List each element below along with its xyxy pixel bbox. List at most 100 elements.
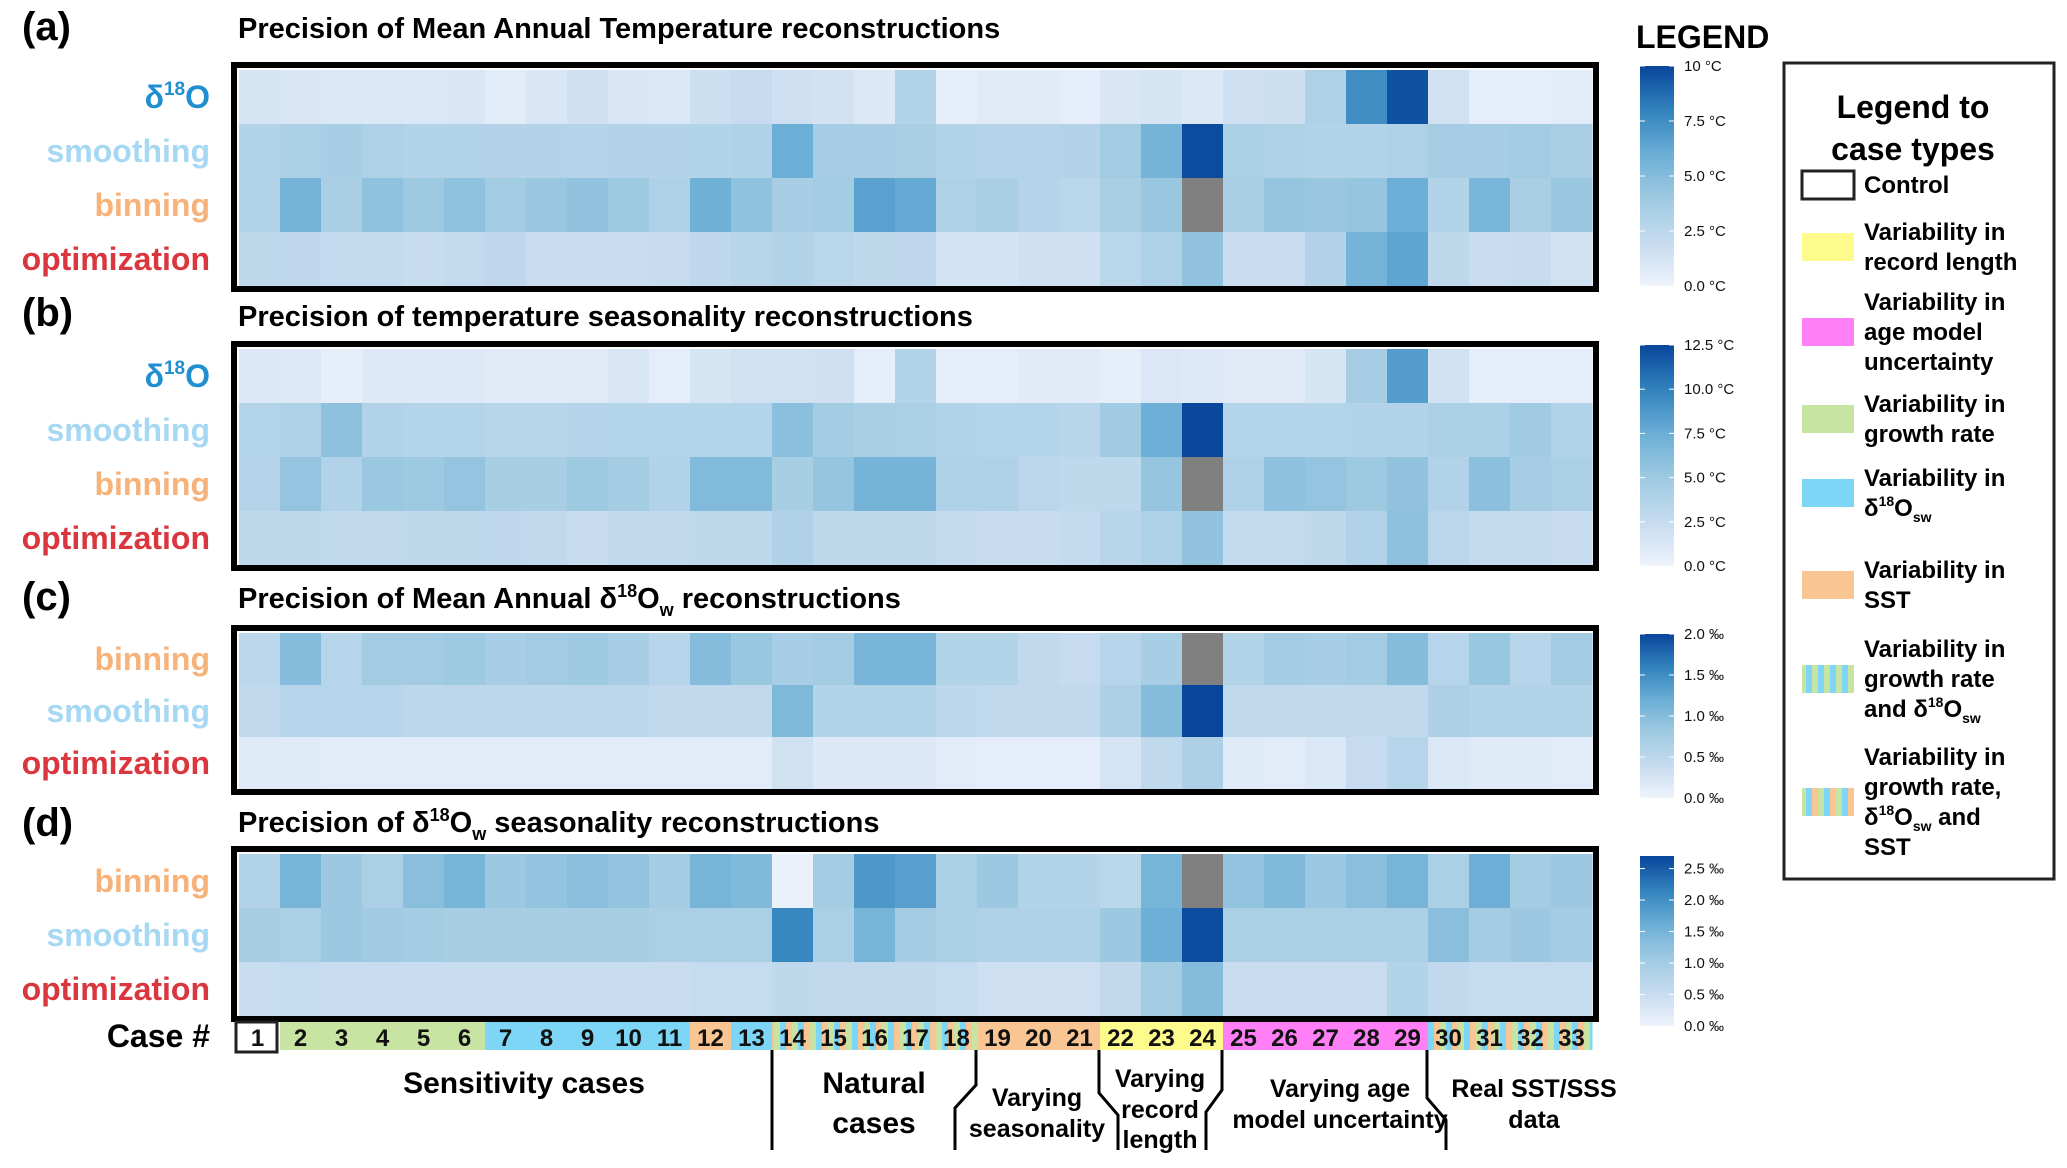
heatmap-cell bbox=[567, 737, 609, 790]
group-divider bbox=[1204, 1050, 1224, 1150]
heatmap-cell bbox=[1346, 403, 1388, 458]
case-cell: 33 bbox=[1551, 1022, 1593, 1052]
heatmap-cell bbox=[1428, 908, 1470, 963]
panel-title: Precision of temperature seasonality rec… bbox=[238, 301, 973, 333]
heatmap-cell bbox=[690, 232, 732, 287]
heatmap-cell bbox=[1428, 70, 1470, 125]
case-cell: 21 bbox=[1059, 1022, 1101, 1052]
heatmap-cell bbox=[403, 70, 445, 125]
row-label-smoothing: smoothing bbox=[46, 412, 210, 448]
heatmap-cell bbox=[1346, 232, 1388, 287]
heatmap-cell bbox=[239, 633, 281, 686]
legend-item-sst: Variability in SST bbox=[1802, 557, 2005, 614]
heatmap-cell bbox=[485, 403, 527, 458]
heatmap-cell bbox=[1182, 403, 1224, 458]
legend-item-label: uncertainty bbox=[1864, 349, 1994, 376]
heatmap-cell bbox=[321, 70, 363, 125]
heatmap-cell bbox=[772, 178, 814, 233]
heatmap-cell bbox=[444, 70, 486, 125]
heatmap-cell bbox=[1018, 685, 1060, 738]
heatmap-cell bbox=[1510, 737, 1552, 790]
heatmap-cell bbox=[485, 737, 527, 790]
case-swatch bbox=[895, 1022, 937, 1050]
case-cell: 3 bbox=[321, 1022, 363, 1052]
heatmap-cell bbox=[1387, 908, 1429, 963]
heatmap-cell bbox=[813, 232, 855, 287]
legend-item-label: record length bbox=[1864, 249, 2017, 276]
heatmap-cell bbox=[1059, 633, 1101, 686]
heatmap-cell bbox=[1346, 908, 1388, 963]
title-text: seasonality reconstructions bbox=[486, 807, 879, 839]
heatmap-cell bbox=[239, 854, 281, 909]
heatmap-cell bbox=[1469, 232, 1511, 287]
row-label-smoothing: smoothing bbox=[46, 133, 210, 169]
heatmap-cell bbox=[813, 349, 855, 404]
heatmap-cell bbox=[608, 962, 650, 1017]
legend-title: Legend to bbox=[1837, 89, 1990, 125]
heatmap-cell bbox=[403, 124, 445, 179]
heatmap-cell bbox=[239, 124, 281, 179]
heatmap-cell bbox=[1100, 178, 1142, 233]
heatmap-cell bbox=[567, 685, 609, 738]
colorbar-tick-label: 5.0 °C bbox=[1684, 168, 1726, 185]
heatmap-cell bbox=[1059, 962, 1101, 1017]
heatmap-cell bbox=[280, 685, 322, 738]
case-cell: 8 bbox=[526, 1022, 568, 1052]
heatmap-cell bbox=[936, 511, 978, 566]
heatmap-cell bbox=[362, 685, 404, 738]
heatmap-cell bbox=[649, 511, 691, 566]
legend-item-agemodel: Variability in age model uncertainty bbox=[1802, 289, 2005, 376]
colorbar-tick-label: 0.0 ‰ bbox=[1684, 790, 1724, 807]
case-number: 31 bbox=[1476, 1025, 1503, 1052]
heatmap-cell bbox=[1141, 854, 1183, 909]
heatmap-cell bbox=[690, 178, 732, 233]
heatmap-cell bbox=[977, 457, 1019, 512]
heatmap-cell bbox=[1223, 962, 1265, 1017]
heatmap-cell bbox=[239, 511, 281, 566]
heatmap-cell bbox=[1059, 349, 1101, 404]
heatmap-cell bbox=[1551, 854, 1593, 909]
heatmap-cell bbox=[977, 349, 1019, 404]
heatmap-cell bbox=[1182, 232, 1224, 287]
heatmap-cell bbox=[1551, 962, 1593, 1017]
heatmap-cell bbox=[1510, 633, 1552, 686]
heatmap-cell bbox=[1346, 70, 1388, 125]
heatmap-cell bbox=[1510, 70, 1552, 125]
heatmap-cell bbox=[608, 685, 650, 738]
heatmap-cell bbox=[690, 124, 732, 179]
heatmap-cell bbox=[1182, 908, 1224, 963]
legend-item-label: Variability in bbox=[1864, 465, 2005, 492]
heatmap-cell bbox=[1469, 737, 1511, 790]
colorbar-tick-label: 1.5 ‰ bbox=[1684, 924, 1724, 941]
heatmap-cell bbox=[608, 232, 650, 287]
heatmap-cell bbox=[1100, 962, 1142, 1017]
heatmap-cell bbox=[1223, 124, 1265, 179]
heatmap-cell bbox=[1223, 457, 1265, 512]
heatmap-cell bbox=[1141, 403, 1183, 458]
colorbar-a: 10 °C 7.5 °C 5.0 °C 2.5 °C 0.0 °C bbox=[1640, 58, 1726, 295]
heatmap-cell bbox=[1387, 124, 1429, 179]
heatmap-cell bbox=[977, 685, 1019, 738]
panel-d: (d) Precision of δ18Ow seasonality recons… bbox=[22, 801, 1599, 1022]
legend-item-control: Control bbox=[1800, 169, 1949, 201]
case-number: 32 bbox=[1517, 1025, 1544, 1052]
case-number: 20 bbox=[1025, 1025, 1052, 1052]
heatmap-cell bbox=[1346, 124, 1388, 179]
heatmap-cell bbox=[1428, 633, 1470, 686]
heatmap-cell bbox=[1182, 349, 1224, 404]
heatmap-cell bbox=[1469, 178, 1511, 233]
heatmap-cell bbox=[936, 962, 978, 1017]
heatmap-cell bbox=[608, 457, 650, 512]
heatmap-cell bbox=[772, 232, 814, 287]
legend-swatch bbox=[1802, 233, 1854, 261]
heatmap-cell bbox=[854, 457, 896, 512]
heatmap-cell bbox=[1223, 854, 1265, 909]
heatmap-cell bbox=[1305, 685, 1347, 738]
case-swatch bbox=[1469, 1022, 1511, 1050]
heatmap-cell bbox=[1223, 178, 1265, 233]
legend-item-label: SST bbox=[1864, 587, 1911, 614]
panel-letter: (d) bbox=[22, 801, 73, 845]
heatmap-cell bbox=[977, 962, 1019, 1017]
legend-swatch bbox=[1802, 665, 1854, 693]
